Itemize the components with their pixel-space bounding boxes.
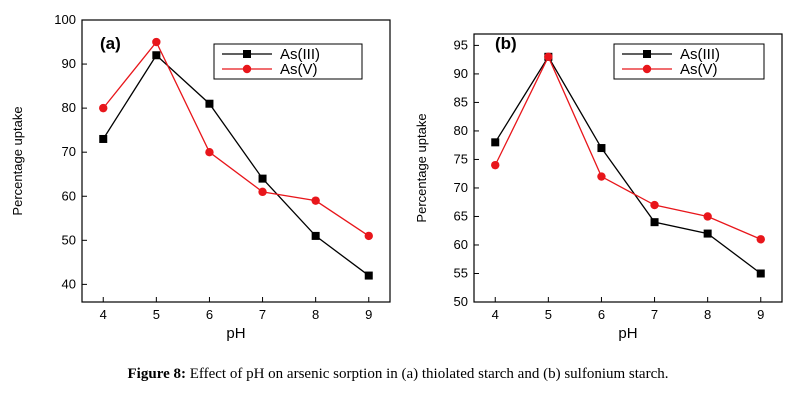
data-point	[703, 212, 712, 221]
x-tick-label: 8	[312, 307, 319, 322]
data-point	[650, 218, 659, 227]
y-tick-label: 55	[454, 265, 468, 280]
legend-box	[613, 43, 765, 80]
legend-label: As(V)	[280, 61, 318, 78]
y-axis-label: Percentage uptake	[10, 106, 25, 215]
caption-label: Figure 8:	[127, 366, 186, 382]
x-tick-label: 5	[153, 307, 160, 322]
plot-frame	[473, 33, 783, 303]
data-point	[544, 52, 553, 62]
x-tick-label: 7	[651, 307, 658, 322]
caption-text: Effect of pH on arsenic sorption in (a) …	[185, 366, 669, 382]
legend-marker	[243, 50, 251, 58]
data-point	[364, 271, 373, 280]
legend-label: As(III)	[680, 46, 720, 63]
x-tick-label: 4	[492, 307, 499, 322]
x-tick-label: 7	[259, 307, 266, 322]
data-point	[756, 269, 765, 278]
legend-box	[213, 43, 363, 80]
y-tick-label: 90	[62, 56, 76, 71]
chart-panel-b: 50 55 60 65 70 75 80 85 90 95 4 5 6 7 8 9 pH Percentage u…	[414, 33, 783, 342]
series-as-iii-line	[494, 55, 762, 275]
legend-label: As(III)	[280, 46, 320, 63]
y-tick-label: 60	[454, 237, 468, 252]
data-point	[311, 231, 320, 240]
data-point	[152, 37, 161, 47]
y-tick-label: 85	[454, 94, 468, 109]
panel-label: (b)	[495, 34, 517, 53]
data-point	[756, 235, 765, 244]
plot-frame	[81, 19, 391, 303]
data-point	[258, 174, 267, 183]
series-as-iii-line	[102, 54, 370, 277]
x-tick-label: 9	[757, 307, 764, 322]
data-point	[364, 231, 373, 241]
x-axis-label: pH	[618, 325, 637, 342]
x-tick-label: 4	[100, 307, 107, 322]
data-point	[597, 172, 606, 181]
x-axis-label: pH	[226, 325, 245, 342]
y-tick-label: 95	[454, 37, 468, 52]
y-tick-label: 60	[62, 188, 76, 203]
y-tick-label: 70	[454, 180, 468, 195]
panel-label: (a)	[100, 34, 121, 53]
legend-marker	[642, 64, 652, 74]
data-point	[152, 51, 161, 60]
data-point	[99, 103, 108, 113]
x-tick-label: 8	[704, 307, 711, 322]
y-tick-label: 90	[454, 66, 468, 81]
series-as-v-line	[102, 40, 370, 237]
figure-canvas: 40 50 60 70 80 90 100 4 5 6 7 8 9 pH Percentage uptake…	[10, 12, 783, 342]
y-tick-label: 80	[62, 100, 76, 115]
y-tick-label: 70	[62, 144, 76, 159]
y-tick-label: 40	[62, 276, 76, 291]
y-tick-label: 80	[454, 123, 468, 138]
data-point	[491, 138, 500, 147]
y-tick-label: 100	[54, 12, 76, 27]
y-tick-label: 50	[62, 232, 76, 247]
data-point	[205, 99, 214, 108]
y-axis-label: Percentage uptake	[414, 113, 429, 222]
y-tick-label: 75	[454, 151, 468, 166]
legend-marker	[242, 64, 252, 74]
legend-label: As(V)	[680, 61, 718, 78]
data-point	[650, 200, 659, 210]
x-tick-label: 5	[545, 307, 552, 322]
data-point	[205, 147, 214, 157]
data-point	[99, 134, 108, 143]
legend-marker	[643, 50, 651, 58]
figure-caption: Figure 8: Effect of pH on arsenic sorpti…	[0, 366, 796, 383]
x-tick-label: 9	[365, 307, 372, 322]
series-as-v-line	[494, 55, 762, 240]
data-point	[258, 187, 267, 197]
data-point	[311, 196, 320, 205]
data-point	[597, 144, 606, 153]
y-tick-label: 50	[454, 294, 468, 309]
chart-panel-a: 40 50 60 70 80 90 100 4 5 6 7 8 9 pH Percentage uptake…	[10, 12, 391, 342]
x-tick-label: 6	[206, 307, 213, 322]
x-tick-label: 6	[598, 307, 605, 322]
data-point	[491, 160, 500, 170]
data-point	[703, 229, 712, 238]
y-tick-label: 65	[454, 208, 468, 223]
